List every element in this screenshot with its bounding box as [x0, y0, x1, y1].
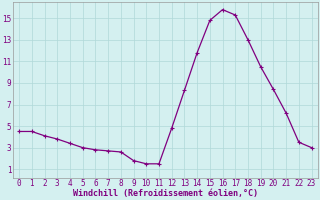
X-axis label: Windchill (Refroidissement éolien,°C): Windchill (Refroidissement éolien,°C)	[73, 189, 258, 198]
